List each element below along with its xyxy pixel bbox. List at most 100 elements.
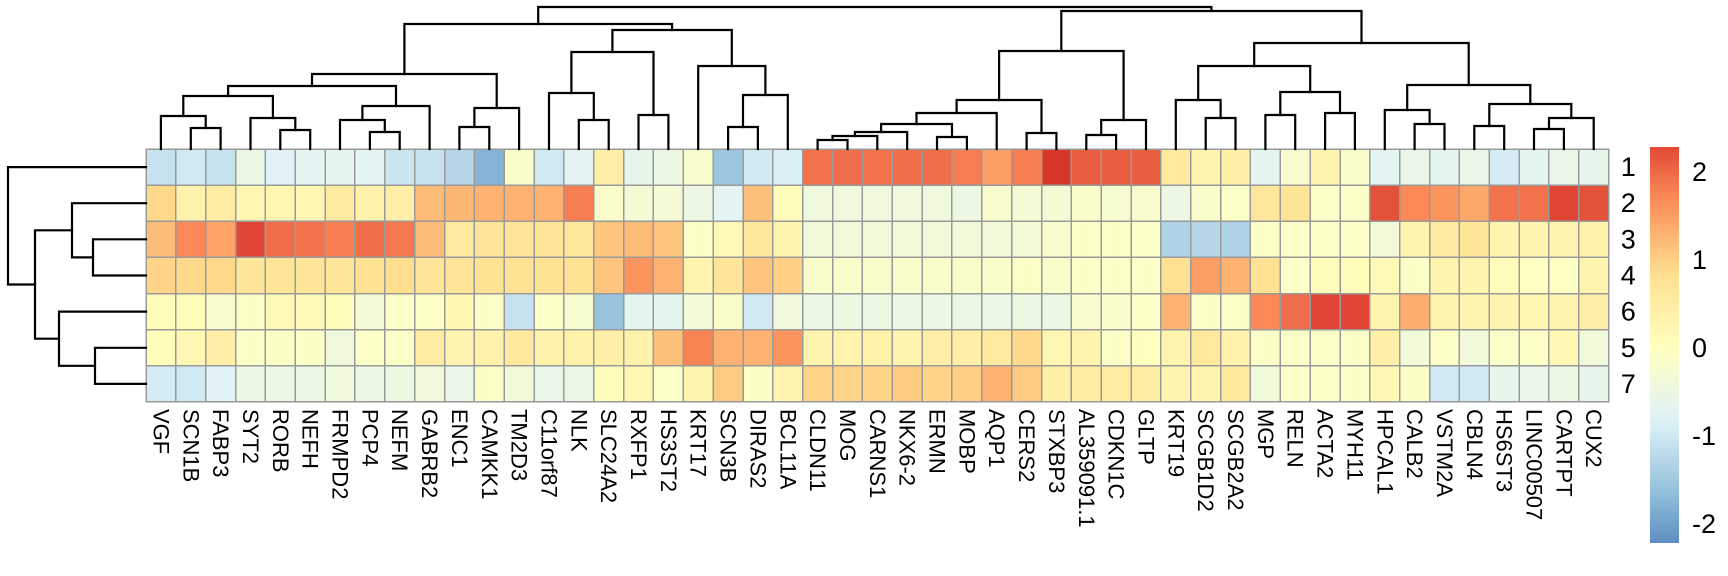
- heatmap-cell: [891, 148, 923, 186]
- column-labels: VGF SCN1B FABP3 SYT2 RORB NEFH FRMPD2 PCP4 NEFM G…: [148, 409, 1606, 528]
- heatmap-cell: [861, 148, 894, 186]
- heatmap-cell: [1458, 328, 1491, 367]
- heatmap-cell: [1398, 184, 1431, 223]
- heatmap-cell: [742, 328, 774, 367]
- colorbar-legend: 2 1 0 -1 -2: [1650, 147, 1716, 543]
- heatmap-cell: [473, 148, 505, 186]
- heatmap-cell: [384, 184, 416, 223]
- heatmap-cell: [533, 220, 565, 259]
- heatmap-cell: [801, 256, 834, 295]
- row-cluster-label: 2: [1621, 188, 1636, 218]
- heatmap-cell: [951, 184, 983, 223]
- heatmap-cell: [742, 292, 774, 331]
- heatmap-cell: [1219, 256, 1252, 295]
- heatmap-cell: [831, 256, 864, 295]
- heatmap-cell: [1548, 292, 1580, 331]
- heatmap-cell: [712, 256, 744, 295]
- heatmap-cell: [354, 184, 386, 223]
- column-dendrogram-branch: [1473, 124, 1506, 151]
- heatmap-cell: [1190, 292, 1222, 331]
- column-label: MOG: [835, 409, 860, 462]
- heatmap-cell: [593, 148, 625, 186]
- heatmap-cell: [891, 365, 923, 403]
- heatmap-cell: [354, 292, 386, 331]
- heatmap-cell: [1398, 220, 1431, 259]
- heatmap-cell: [503, 292, 535, 331]
- heatmap-cell: [1398, 328, 1431, 367]
- heatmap-cell: [831, 365, 864, 403]
- heatmap-cell: [951, 292, 983, 331]
- row-dendrogram-branch: [70, 202, 148, 259]
- column-label: RORB: [268, 409, 293, 473]
- column-label: STXBP3: [1044, 409, 1069, 493]
- column-label: HS6ST3: [1492, 409, 1517, 492]
- heatmap-cell: [443, 148, 476, 186]
- heatmap-cell: [1578, 184, 1610, 223]
- column-dendrogram-branch: [998, 49, 1125, 122]
- heatmap-cell: [622, 148, 655, 186]
- heatmap-cell: [384, 256, 416, 295]
- column-label: RELN: [1283, 409, 1308, 468]
- heatmap-cell: [354, 148, 386, 186]
- column-dendrogram-branch: [338, 118, 386, 151]
- heatmap-cell: [533, 184, 565, 223]
- heatmap-cell: [801, 365, 834, 403]
- heatmap-cell: [1578, 220, 1610, 259]
- column-dendrogram-branch: [537, 5, 1213, 26]
- heatmap-cell: [682, 148, 714, 186]
- heatmap-cell: [652, 328, 685, 367]
- heatmap-cell: [264, 328, 296, 367]
- heatmap-cell: [1309, 148, 1341, 186]
- heatmap-cell: [682, 292, 714, 331]
- heatmap-cell: [1339, 328, 1371, 367]
- heatmap-cell: [1398, 292, 1431, 331]
- heatmap-cell: [294, 292, 326, 331]
- column-label: CLDN11: [805, 409, 830, 492]
- heatmap-cell: [324, 148, 356, 186]
- heatmap-cell: [1190, 365, 1222, 403]
- heatmap-cell: [742, 184, 774, 223]
- heatmap-cell: [891, 292, 923, 331]
- column-label: TM2D3: [507, 409, 532, 481]
- heatmap-cell: [712, 220, 744, 259]
- heatmap-cell: [175, 184, 207, 223]
- heatmap-cell: [593, 292, 625, 331]
- column-label: SCN1B: [178, 409, 203, 482]
- heatmap-cell: [1428, 220, 1461, 259]
- heatmap-cell: [1130, 365, 1162, 403]
- row-cluster-label: 6: [1621, 297, 1636, 327]
- column-label: SYT2: [238, 409, 263, 464]
- heatmap-cell: [264, 256, 296, 295]
- heatmap-cell: [861, 256, 894, 295]
- heatmap-cell: [1219, 148, 1252, 186]
- heatmap-cell: [1458, 365, 1491, 403]
- column-dendrogram-branch: [1406, 83, 1532, 112]
- heatmap-cell: [1458, 292, 1491, 331]
- heatmap-cell: [593, 220, 625, 259]
- column-dendrogram-branch: [361, 104, 431, 151]
- heatmap-cell: [1578, 292, 1610, 331]
- heatmap-cell: [294, 220, 326, 259]
- heatmap-cell: [682, 365, 714, 403]
- column-label: ACTA2: [1313, 409, 1338, 478]
- column-label: GLTP: [1134, 409, 1159, 465]
- heatmap-cell: [1130, 184, 1162, 223]
- heatmap-cell: [1548, 148, 1580, 186]
- column-dendrogram-branch: [1488, 102, 1573, 128]
- heatmap-cell: [1190, 220, 1222, 259]
- heatmap-cell: [294, 256, 326, 295]
- heatmap-cell: [473, 256, 505, 295]
- heatmap-cell: [1070, 256, 1102, 295]
- heatmap-cell: [145, 365, 177, 403]
- heatmap-cell: [861, 292, 894, 331]
- column-label: ERMN: [925, 409, 950, 474]
- heatmap-cell: [234, 365, 267, 403]
- heatmap-cell: [1488, 184, 1520, 223]
- heatmap-cell: [1249, 256, 1282, 295]
- heatmap-cell: [1518, 292, 1550, 331]
- heatmap-cell: [1070, 292, 1102, 331]
- column-dendrogram-branch: [189, 126, 222, 151]
- column-label: DIRAS2: [745, 409, 770, 488]
- heatmap-cell: [921, 365, 953, 403]
- heatmap-cell: [473, 220, 505, 259]
